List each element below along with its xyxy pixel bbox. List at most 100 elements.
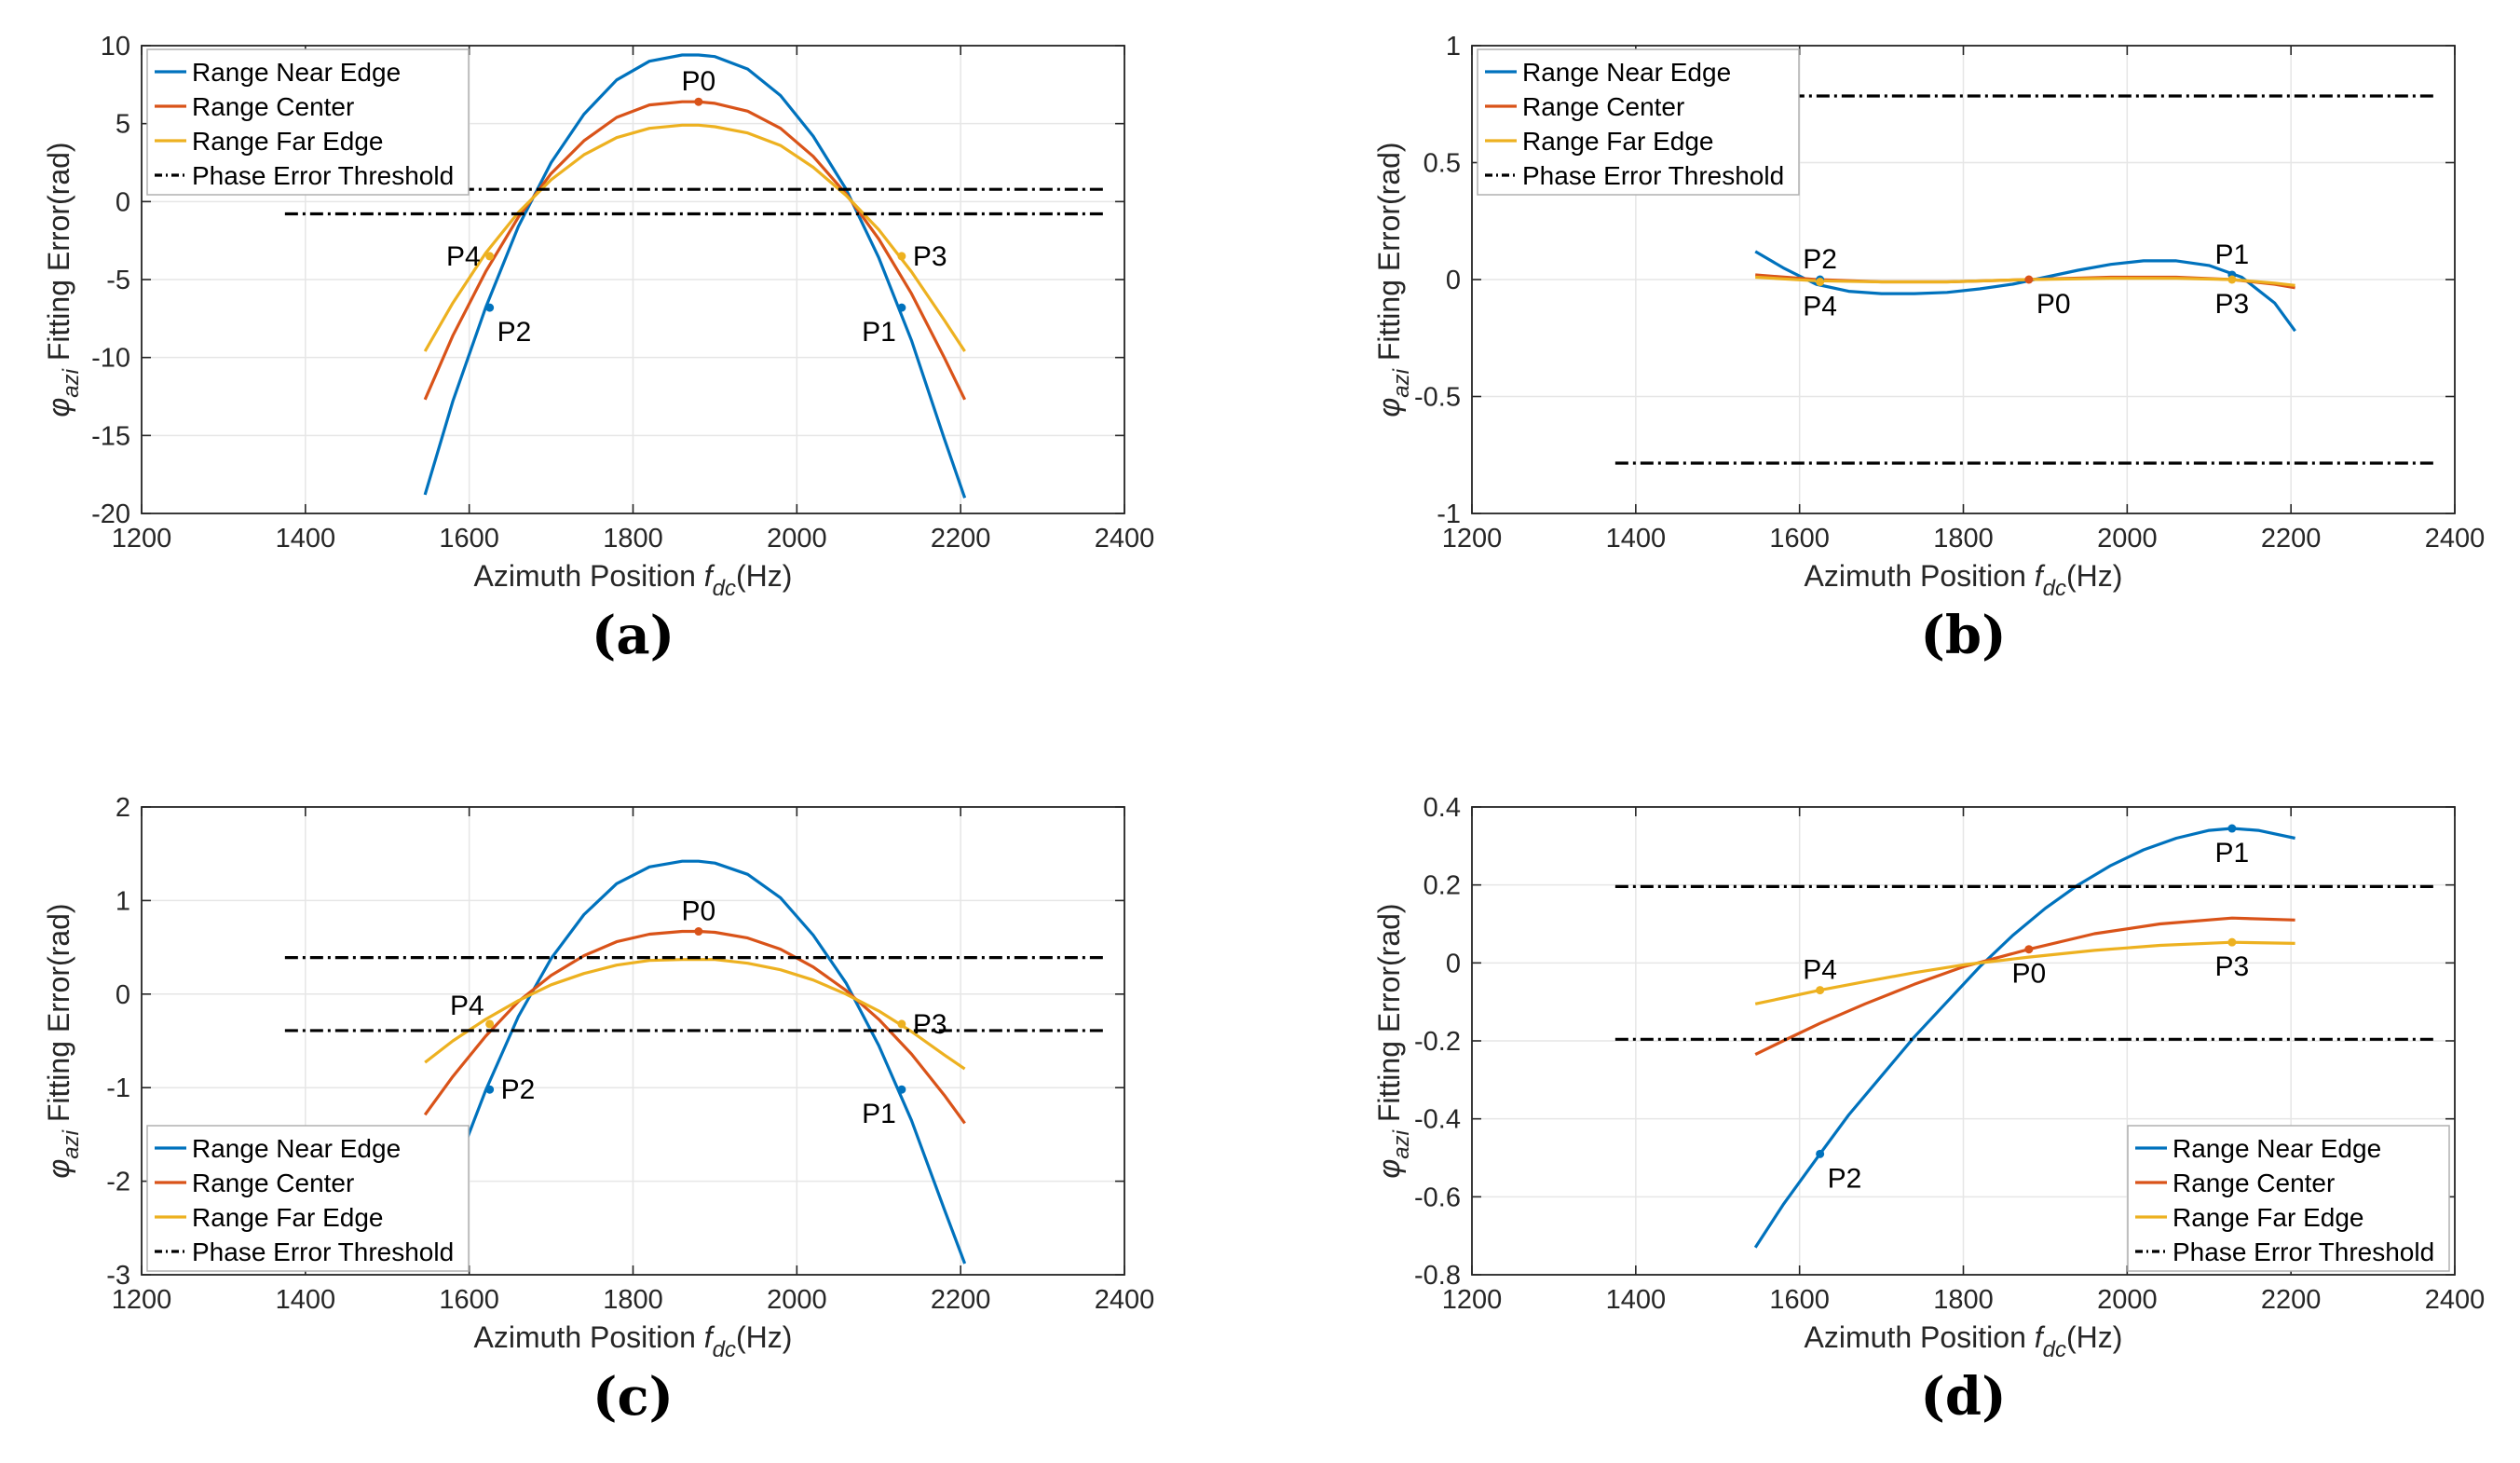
x-tick-label: 1200 (112, 524, 172, 554)
x-tick-label: 1600 (439, 524, 499, 554)
marker-label-p4: P4 (450, 991, 484, 1021)
y-axis-label: φazi Fitting Error(rad) (42, 142, 84, 417)
marker-label-p3: P3 (2215, 951, 2250, 982)
legend-entry-range-center: Range Center (192, 1169, 354, 1197)
legend-entry-phase-error-threshold: Phase Error Threshold (192, 161, 454, 190)
panel-label: (d) (1920, 1366, 2006, 1428)
x-tick-label: 2200 (931, 1285, 991, 1315)
x-tick-label: 1800 (1933, 524, 1994, 554)
marker-point-p1 (897, 1085, 906, 1094)
legend-entry-phase-error-threshold: Phase Error Threshold (192, 1237, 454, 1266)
chart-panel-c: 1200 1400 1600 1800 2000 2200 2400 -3 -2 -1 0 1 2 Azi… (42, 793, 1154, 1428)
legend-entry-range-far-edge: Range Far Edge (1522, 127, 1713, 156)
chart-panel-b: 1200 1400 1600 1800 2000 2200 2400 -1 -0.5 0 0.5 1 A… (1372, 32, 2485, 666)
series-line-range-near-edge (423, 53, 967, 499)
y-tick-label: -0.6 (1414, 1183, 1461, 1212)
y-tick-label: -20 (91, 499, 130, 529)
data-area (1614, 94, 2435, 465)
y-tick-label: -0.2 (1414, 1027, 1461, 1057)
y-tick-label: -0.4 (1414, 1105, 1461, 1135)
legend-entry-range-near-edge: Range Near Edge (192, 58, 401, 87)
legend-entry-range-near-edge: Range Near Edge (1522, 58, 1731, 87)
y-tick-label: -5 (106, 266, 130, 295)
legend: Range Near Edge Range Center Range Far Edg… (1477, 48, 1800, 196)
y-axis-label: φazi Fitting Error(rad) (1372, 142, 1414, 417)
marker-point-p3 (897, 252, 906, 261)
marker-label-p4: P4 (446, 241, 481, 272)
y-tick-label: 1 (1446, 32, 1461, 62)
legend-box (146, 48, 470, 196)
x-tick-label: 1800 (603, 1285, 663, 1315)
x-tick-label: 1200 (1442, 1285, 1503, 1315)
series-line-range-far-edge (424, 958, 966, 1071)
marker-label-p2: P2 (501, 1074, 536, 1105)
series-line-range-far-edge (1755, 275, 2295, 287)
legend-entry-range-far-edge: Range Far Edge (2173, 1203, 2363, 1232)
marker-point-p0 (694, 97, 703, 106)
legend-box (2127, 1125, 2450, 1272)
x-tick-label: 1600 (1769, 524, 1830, 554)
x-tick-label: 2000 (2097, 524, 2158, 554)
panel-label: (b) (1920, 605, 2006, 666)
x-tick-label: 1800 (1933, 1285, 1994, 1315)
x-tick-label: 1600 (1769, 1285, 1830, 1315)
marker-point-p0 (2024, 275, 2034, 284)
marker-point-p3 (2227, 937, 2237, 947)
x-tick-label: 2200 (931, 524, 991, 554)
y-tick-label: 0.5 (1423, 149, 1461, 179)
y-tick-label: 0 (1446, 949, 1461, 978)
marker-label-p1: P1 (2215, 838, 2250, 868)
y-axis-label: φazi Fitting Error(rad) (1372, 903, 1414, 1178)
marker-label-p1: P1 (862, 317, 896, 348)
series-line-range-near-edge (423, 859, 967, 1265)
x-tick-label: 1200 (1442, 524, 1503, 554)
y-tick-label: -1 (106, 1073, 130, 1103)
x-tick-label: 1200 (112, 1285, 172, 1315)
panel-label: (c) (593, 1366, 674, 1428)
x-axis-label: Azimuth Position fdc(Hz) (474, 1320, 793, 1362)
marker-point-p3 (897, 1019, 906, 1029)
y-tick-label: 1 (116, 886, 130, 916)
x-tick-label: 1400 (276, 524, 336, 554)
x-tick-label: 2000 (2097, 1285, 2158, 1315)
x-axis-label: Azimuth Position fdc(Hz) (474, 559, 793, 601)
marker-point-p4 (485, 1019, 495, 1029)
y-tick-label: 0 (1446, 266, 1461, 295)
x-tick-label: 1400 (1606, 524, 1667, 554)
marker-label-p0: P0 (2036, 289, 2071, 320)
series-line-range-center (423, 100, 967, 401)
x-axis-label: Azimuth Position fdc(Hz) (1805, 1320, 2123, 1362)
y-tick-label: 5 (116, 110, 130, 140)
marker-point-p0 (2024, 945, 2034, 954)
marker-label-p2: P2 (1803, 244, 1837, 275)
x-tick-label: 2000 (767, 524, 827, 554)
legend: Range Near Edge Range Center Range Far Edg… (146, 1125, 470, 1272)
x-tick-label: 2200 (2261, 524, 2322, 554)
marker-label-p1: P1 (862, 1099, 896, 1129)
marker-label-p0: P0 (681, 896, 715, 927)
y-tick-label: -2 (106, 1168, 130, 1197)
legend: Range Near Edge Range Center Range Far Edg… (146, 48, 470, 196)
legend-entry-range-near-edge: Range Near Edge (2173, 1134, 2381, 1163)
marker-label-p1: P1 (2215, 239, 2250, 270)
x-tick-label: 1400 (1606, 1285, 1667, 1315)
y-tick-label: -0.5 (1414, 383, 1461, 413)
legend: Range Near Edge Range Center Range Far Edg… (2127, 1125, 2450, 1272)
x-tick-label: 2400 (1095, 1285, 1155, 1315)
y-tick-label: -0.8 (1414, 1261, 1461, 1291)
y-tick-label: 2 (116, 793, 130, 823)
y-tick-label: -10 (91, 344, 130, 374)
marker-point-p1 (897, 303, 906, 312)
marker-label-p2: P2 (497, 317, 532, 348)
x-tick-label: 1600 (439, 1285, 499, 1315)
marker-label-p0: P0 (2011, 959, 2046, 990)
legend-entry-range-near-edge: Range Near Edge (192, 1134, 401, 1163)
legend-entry-phase-error-threshold: Phase Error Threshold (1522, 161, 1784, 190)
marker-point-p4 (485, 252, 495, 261)
legend-entry-range-far-edge: Range Far Edge (192, 1203, 383, 1232)
y-axis-label: φazi Fitting Error(rad) (42, 903, 84, 1178)
chart-panel-d: 1200 1400 1600 1800 2000 2200 2400 -0.8 -0.6 -0.4… (1372, 793, 2485, 1428)
marker-point-p3 (2227, 275, 2237, 284)
x-tick-label: 1800 (603, 524, 663, 554)
series-line-range-center (1754, 916, 2295, 1057)
